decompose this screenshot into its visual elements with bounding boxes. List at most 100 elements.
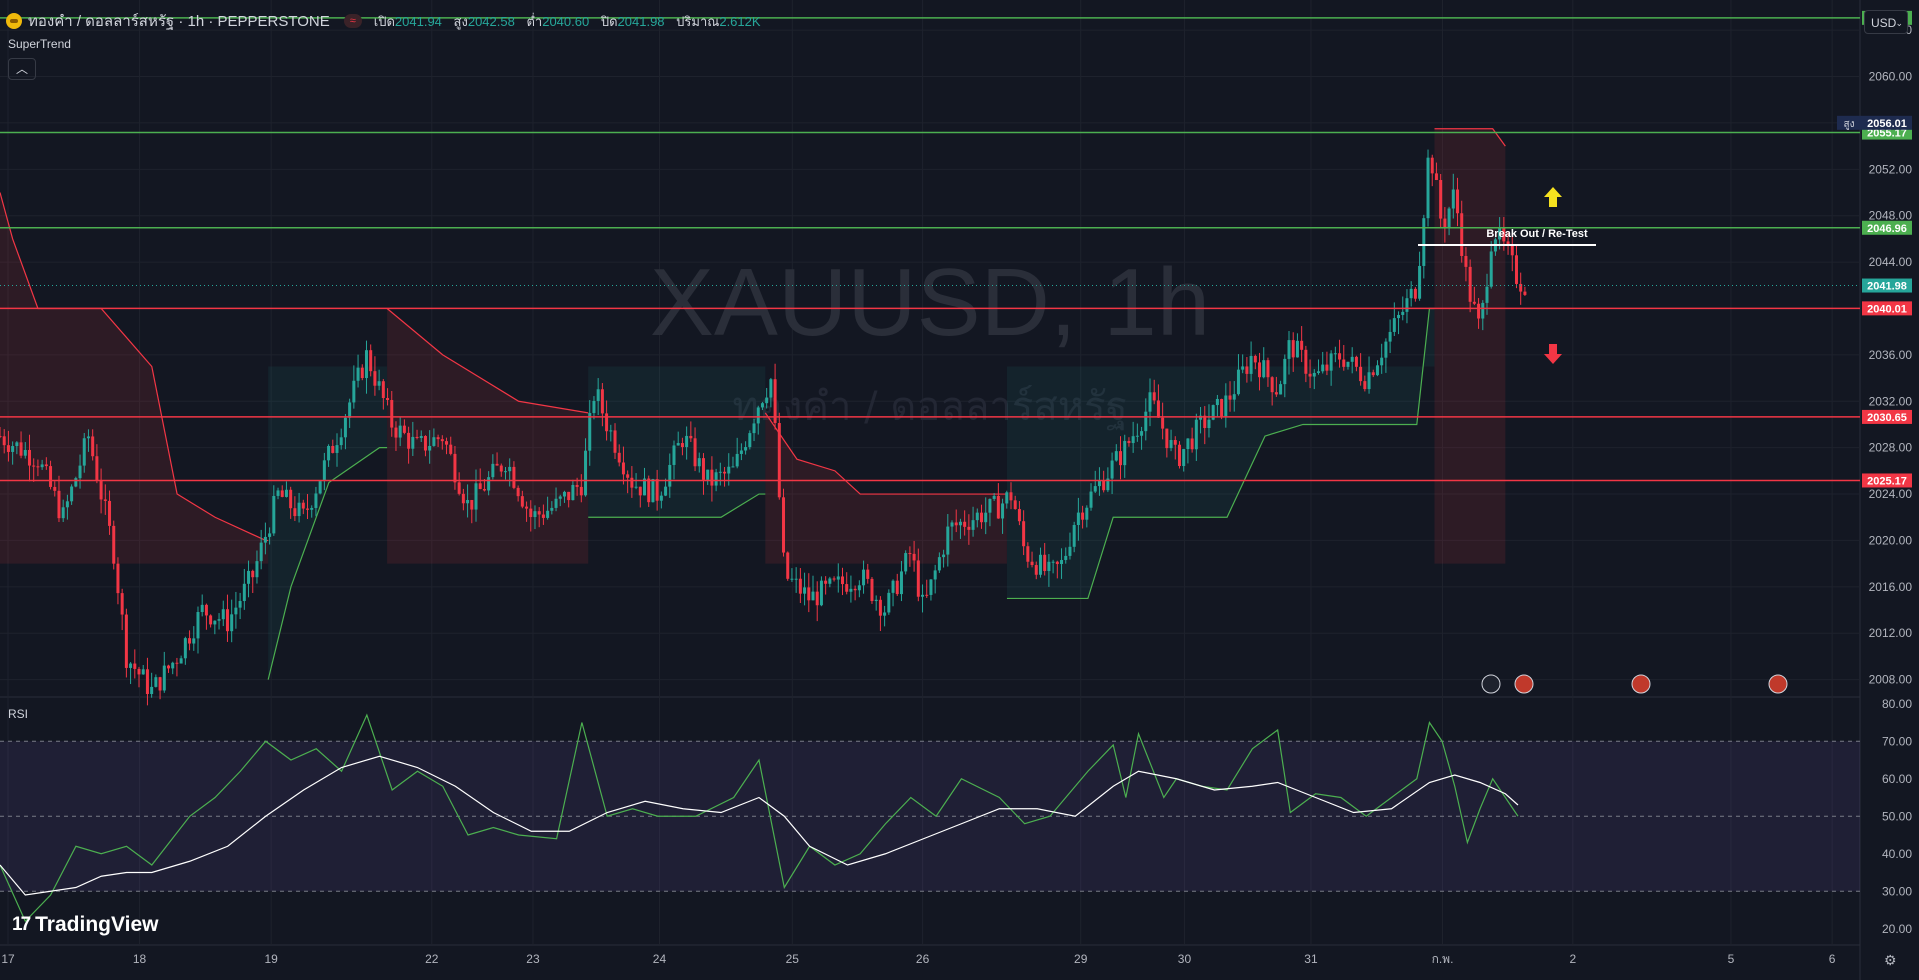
candle [769, 377, 773, 408]
candle [1397, 311, 1401, 335]
candle-body [1144, 411, 1148, 432]
candle [116, 557, 120, 605]
candle-body [942, 554, 946, 558]
candle [369, 344, 373, 377]
candle-body [343, 417, 347, 438]
candle [188, 630, 192, 651]
candles-layer [0, 149, 1527, 706]
candle-body [1375, 365, 1379, 376]
candle [942, 549, 946, 568]
supertrend-indicator-label[interactable]: SuperTrend [8, 37, 71, 51]
candle [419, 430, 423, 443]
candle-body [929, 579, 933, 595]
rsi-indicator-label[interactable]: RSI [8, 707, 29, 721]
candle-body [306, 508, 310, 510]
candle [1161, 402, 1165, 440]
candle-body [537, 511, 541, 515]
candle-body [592, 400, 596, 414]
candle-body [1165, 428, 1169, 449]
supertrend-up-line [1006, 307, 1435, 600]
candle-body [912, 553, 916, 561]
candle-body [1106, 478, 1110, 491]
candle [929, 579, 933, 601]
candle [1388, 319, 1392, 354]
candle-body [1392, 318, 1396, 332]
price-tick-label: 2032.00 [1869, 394, 1913, 408]
candle-body [217, 619, 221, 621]
volume-label: ปริมาณ [676, 13, 720, 29]
candle-body [419, 436, 423, 438]
gear-icon[interactable]: ⚙ [1884, 952, 1897, 968]
candle-body [849, 588, 853, 592]
candle-body [1093, 486, 1097, 492]
candle [432, 428, 436, 447]
candle-body [1186, 438, 1190, 450]
candle-body [1426, 157, 1430, 219]
candle [91, 429, 95, 461]
candle [1245, 356, 1249, 383]
candle [36, 459, 40, 477]
price-tick-label: 2036.00 [1869, 348, 1913, 362]
candle [937, 552, 941, 573]
candle [1506, 232, 1510, 255]
candle-body [1304, 349, 1308, 374]
candle [971, 506, 975, 537]
level-tag-2025.17 [1862, 473, 1912, 488]
candle-body [162, 665, 166, 691]
time-tick-label: 6 [1829, 952, 1836, 966]
candle [1380, 343, 1384, 374]
candle [1430, 154, 1434, 187]
candle-body [870, 578, 874, 602]
candle [386, 388, 390, 406]
candle [1013, 495, 1017, 510]
currency-select[interactable]: USD ⌄ [1864, 10, 1908, 34]
candle-body [1089, 491, 1093, 508]
candle [550, 501, 554, 515]
candle [394, 421, 398, 451]
candle-body [124, 614, 128, 668]
ohlc-readout: เปิด2041.94 สูง2042.58 ต่ำ2040.60 ปิด204… [374, 11, 769, 32]
candle-body [1182, 449, 1186, 467]
candle [95, 444, 99, 484]
candle-body [1127, 440, 1131, 444]
candle-body [53, 486, 57, 491]
candle-body [655, 479, 659, 501]
candle [0, 426, 2, 439]
collapse-indicators-button[interactable]: ︿ [8, 58, 36, 80]
candle-body [744, 447, 748, 451]
candle [23, 442, 27, 459]
candle [1295, 333, 1299, 358]
candle-body [579, 486, 583, 496]
us-flag-icon [1768, 674, 1788, 694]
time-tick-label: 18 [133, 952, 147, 966]
candle-body [739, 450, 743, 454]
candle [819, 576, 823, 607]
candle-body [1363, 381, 1367, 390]
candle-body [916, 560, 920, 597]
candle-body [44, 464, 48, 467]
candle [520, 490, 524, 509]
candle [1220, 398, 1224, 420]
symbol-title[interactable]: ทองคำ / ดอลลาร์สหรัฐ · 1h · PEPPERSTONE [28, 13, 330, 30]
candle-body [584, 450, 588, 496]
candle [659, 491, 663, 509]
candle [491, 454, 495, 480]
candle-body [676, 443, 680, 446]
level-tag-2046.96 [1862, 220, 1912, 235]
symbol-header[interactable]: ทองคำ / ดอลลาร์สหรัฐ · 1h · PEPPERSTONE … [6, 10, 769, 32]
candle-body [1523, 291, 1527, 295]
candle-body [735, 453, 739, 467]
candle-body [91, 436, 95, 457]
candle [263, 522, 267, 555]
candle-body [1312, 372, 1316, 377]
candle [99, 468, 103, 514]
market-status-icon[interactable]: ≈ [343, 14, 362, 28]
candle-body [1072, 525, 1076, 547]
candle [1481, 300, 1485, 331]
candle [1144, 398, 1148, 441]
candle-body [1354, 356, 1358, 367]
arrow-down-icon [1544, 344, 1562, 364]
supertrend-layer [0, 128, 1506, 680]
candle [474, 469, 478, 522]
